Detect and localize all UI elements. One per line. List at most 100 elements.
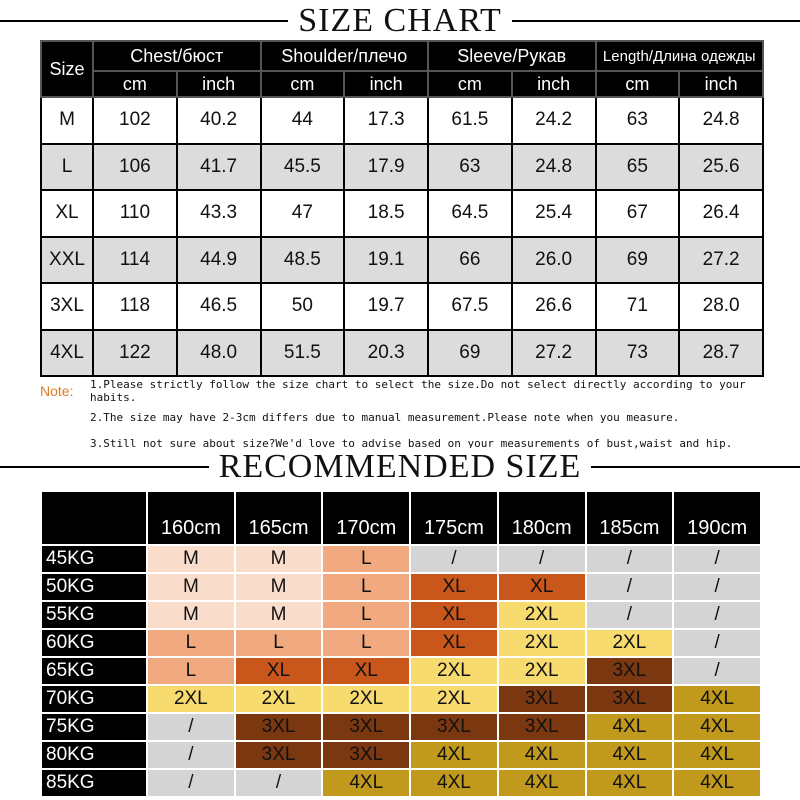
measurement-cell: 27.2 — [510, 328, 597, 377]
recommended-size-cell: XL — [321, 656, 412, 686]
height-header: 170cm — [321, 490, 412, 546]
weight-row: 50KG M M L XL XL / / — [40, 572, 762, 602]
recommended-size-cell: / — [672, 628, 762, 658]
recommended-size-cell: L — [321, 544, 412, 574]
measurement-cell: 69 — [427, 328, 513, 377]
measurement-cell: 73 — [594, 328, 681, 377]
measurement-cell: 24.2 — [510, 96, 597, 145]
measurement-cell: 41.7 — [175, 142, 262, 191]
measurement-cell: 19.7 — [343, 282, 429, 331]
recommended-size-cell: 3XL — [496, 684, 587, 714]
corner-cell — [40, 490, 148, 546]
recommended-size-cell: L — [321, 572, 412, 602]
weight-label: 50KG — [40, 572, 148, 602]
recommended-size-cell: / — [672, 600, 762, 630]
recommended-size-cell: 4XL — [409, 740, 499, 770]
measurement-cell: 50 — [259, 282, 346, 331]
measurement-cell: 48.0 — [175, 328, 262, 377]
measurement-cell: 20.3 — [343, 328, 429, 377]
size-label-cell: XXL — [40, 235, 94, 284]
size-label-cell: 4XL — [40, 328, 94, 377]
measurement-cell: 114 — [92, 235, 178, 284]
weight-row: 80KG/3XL 3XL 4XL 4XL 4XL 4XL — [40, 740, 762, 770]
recommended-size-cell: / — [672, 572, 762, 602]
height-header: 165cm — [233, 490, 324, 546]
recommended-size-cell: / — [672, 656, 762, 686]
note-item-2: 2.The size may have 2-3cm differs due to… — [90, 410, 680, 424]
recommended-size-cell: XL — [409, 572, 499, 602]
recommended-size-cell: XL — [409, 628, 499, 658]
recommended-size-cell: M — [146, 600, 236, 630]
measurement-cell: 63 — [427, 142, 513, 191]
measurement-cell: 66 — [427, 235, 513, 284]
recommended-size-table: 160cm 165cm 170cm 175cm 180cm 185cm 190cm 45KG… — [40, 490, 762, 798]
recommended-size-cell: 4XL — [584, 768, 675, 798]
measurement-cell: 25.4 — [510, 189, 597, 238]
size-label-cell: 3XL — [40, 282, 94, 331]
recommended-size-cell: 2XL — [321, 684, 412, 714]
size-row: M 102 40.2 44 17.3 61.5 24.2 63 24.8 — [40, 96, 764, 145]
recommended-size-cell: 4XL — [672, 684, 762, 714]
shoulder-header: Shoulder/плечо — [259, 40, 429, 72]
recommended-size-cell: 2XL — [496, 656, 587, 686]
notes-block: Note: 1.Please strictly follow the size … — [40, 378, 780, 456]
recommended-title-bar: RECOMMENDED SIZE — [0, 448, 800, 486]
measurement-cell: 28.7 — [678, 328, 764, 377]
recommended-size-cell: 4XL — [584, 712, 675, 742]
height-header: 175cm — [409, 490, 499, 546]
recommended-size-cell: / — [584, 572, 675, 602]
size-label-cell: M — [40, 96, 94, 145]
size-row: XXL 114 44.9 48.5 19.1 66 26.0 69 27.2 — [40, 235, 764, 284]
measurement-cell: 44 — [259, 96, 346, 145]
weight-row: 60KG L L L XL 2XL 2XL / — [40, 628, 762, 658]
measurement-cell: 45.5 — [259, 142, 346, 191]
recommended-size-cell: 4XL — [409, 768, 499, 798]
recommended-size-cell: XL — [496, 572, 587, 602]
size-chart-table: Size Chest/бюст Shoulder/плечо Sleeve/Ру… — [40, 40, 764, 377]
size-row: 4XL 122 48.0 51.5 20.3 69 27.2 73 28.7 — [40, 328, 764, 377]
note-row: Note: 1.Please strictly follow the size … — [40, 378, 780, 404]
weight-label: 70KG — [40, 684, 148, 714]
measurement-cell: 46.5 — [175, 282, 262, 331]
recommended-size-cell: 2XL — [233, 684, 324, 714]
measurement-cell: 28.0 — [678, 282, 764, 331]
measurement-cell: 67.5 — [427, 282, 513, 331]
recommended-size-cell: 3XL — [321, 712, 412, 742]
weight-label: 75KG — [40, 712, 148, 742]
height-header: 190cm — [672, 490, 762, 546]
length-header: Length/Длина одежды — [594, 40, 764, 72]
height-header: 185cm — [584, 490, 675, 546]
sleeve-header: Sleeve/Рукав — [427, 40, 597, 72]
recommended-size-cell: 3XL — [496, 712, 587, 742]
measurement-cell: 47 — [259, 189, 346, 238]
recommended-size-cell: 2XL — [584, 628, 675, 658]
height-header: 160cm — [146, 490, 236, 546]
size-chart-title-bar: SIZE CHART — [0, 2, 800, 40]
recommended-size-cell: 2XL — [409, 656, 499, 686]
recommended-size-cell: / — [496, 544, 587, 574]
recommended-size-cell: M — [146, 544, 236, 574]
recommended-size-cell: / — [146, 768, 236, 798]
measurement-cell: 24.8 — [678, 96, 764, 145]
recommended-size-cell: / — [409, 544, 499, 574]
size-label-cell: L — [40, 142, 94, 191]
size-column-header: Size — [40, 40, 94, 98]
recommended-size-cell: XL — [233, 656, 324, 686]
recommended-size-cell: M — [233, 600, 324, 630]
recommended-size-cell: 2XL — [496, 600, 587, 630]
unit-header: cm — [594, 70, 681, 98]
recommended-size-cell: / — [672, 544, 762, 574]
measurement-cell: 25.6 — [678, 142, 764, 191]
measurement-cell: 43.3 — [175, 189, 262, 238]
title-rule-right — [560, 466, 800, 468]
weight-label: 45KG — [40, 544, 148, 574]
unit-header: cm — [427, 70, 513, 98]
measurement-cell: 18.5 — [343, 189, 429, 238]
recommended-size-cell: 4XL — [584, 740, 675, 770]
unit-header: cm — [92, 70, 178, 98]
weight-row: 55KG M M L XL 2XL / / — [40, 600, 762, 630]
note-item-1: 1.Please strictly follow the size chart … — [90, 378, 746, 404]
recommended-size-cell: 4XL — [672, 712, 762, 742]
measurement-cell: 69 — [594, 235, 681, 284]
weight-label: 85KG — [40, 768, 148, 798]
